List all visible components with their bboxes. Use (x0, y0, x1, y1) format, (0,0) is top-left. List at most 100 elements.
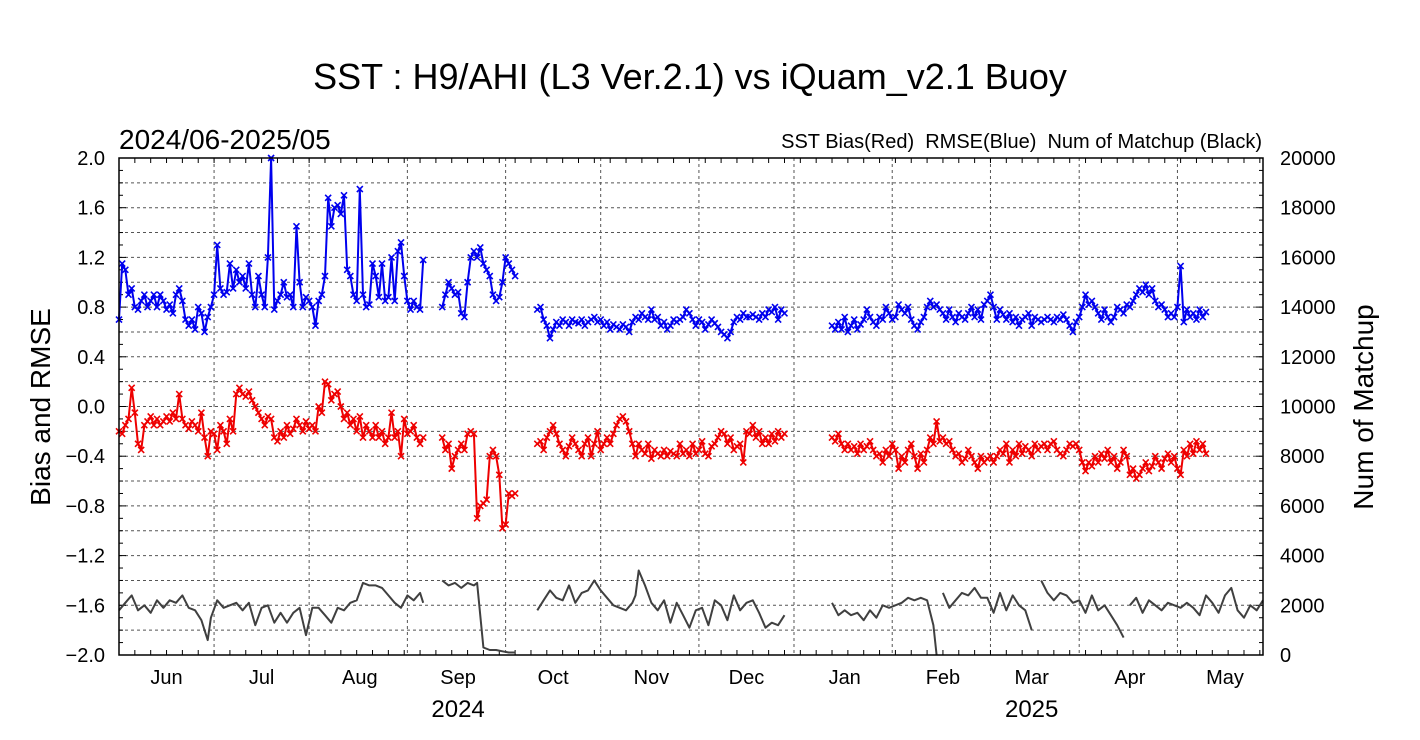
data-point-rmse (296, 278, 304, 286)
data-point-rmse (375, 293, 383, 301)
data-point-sst-bias (296, 421, 304, 429)
data-point-sst-bias (1126, 471, 1134, 479)
data-point-sst-bias (549, 421, 557, 429)
data-point-sst-bias (875, 450, 884, 458)
data-point-rmse (856, 320, 865, 329)
x-tick-label: Oct (538, 667, 570, 689)
data-point-rmse (1005, 309, 1014, 317)
data-point-rmse (660, 318, 668, 326)
data-point-sst-bias (625, 427, 633, 435)
x-year-label: 2024 (431, 696, 484, 723)
data-point-sst-bias (1081, 467, 1090, 475)
data-point-rmse (191, 325, 199, 334)
data-point-sst-bias (1075, 446, 1083, 454)
gridlines (119, 158, 1263, 655)
data-point-sst-bias (483, 496, 491, 504)
data-point-sst-bias (1192, 437, 1201, 445)
data-point-rmse (378, 260, 386, 268)
x-tick-label: Feb (926, 667, 960, 689)
series-line-sst-bias (441, 430, 516, 530)
data-point-sst-bias (647, 455, 655, 463)
data-point-rmse (736, 315, 744, 324)
data-point-sst-bias (1012, 452, 1020, 460)
data-point-sst-bias (1199, 440, 1207, 448)
data-point-sst-bias (768, 430, 776, 438)
data-point-sst-bias (593, 427, 602, 435)
data-point-rmse (933, 301, 941, 309)
data-point-rmse (185, 322, 193, 330)
data-point-sst-bias (286, 430, 294, 438)
data-point-sst-bias (200, 433, 209, 442)
data-point-rmse (996, 306, 1004, 314)
data-point-sst-bias (118, 430, 126, 438)
x-tick-label: Apr (1114, 667, 1145, 689)
data-point-sst-bias (419, 433, 427, 442)
y-tick-label-left: −1.6 (66, 595, 105, 617)
data-point-sst-bias (178, 415, 186, 423)
data-point-rmse (540, 315, 548, 324)
data-point-rmse (261, 303, 269, 311)
data-point-rmse (194, 303, 202, 311)
data-point-rmse (1199, 313, 1207, 321)
data-point-rmse (723, 334, 732, 342)
data-point-sst-bias (660, 446, 668, 454)
data-point-rmse (438, 303, 446, 311)
data-point-sst-bias (489, 446, 497, 454)
data-point-sst-bias (327, 396, 335, 404)
data-point-sst-bias (1120, 446, 1128, 454)
data-point-sst-bias (758, 440, 766, 448)
data-point-sst-bias (749, 421, 757, 429)
data-point-sst-bias (711, 440, 719, 448)
data-point-rmse (1104, 313, 1112, 321)
data-point-sst-bias (235, 384, 243, 392)
data-point-sst-bias (929, 440, 937, 448)
data-point-sst-bias (780, 430, 789, 438)
data-point-sst-bias (914, 465, 922, 473)
data-point-rmse (299, 303, 307, 311)
data-point-rmse (1110, 313, 1118, 321)
data-point-rmse (286, 291, 294, 299)
data-point-rmse (419, 256, 427, 264)
data-point-rmse (416, 306, 424, 314)
data-point-rmse (866, 313, 874, 321)
data-point-sst-bias (1005, 458, 1014, 466)
x-tick-label: Jun (150, 667, 182, 689)
data-point-rmse (156, 291, 164, 299)
data-point-sst-bias (1164, 450, 1172, 458)
data-point-rmse (502, 253, 510, 261)
data-point-sst-bias (242, 392, 250, 401)
data-point-rmse (647, 306, 655, 314)
data-point-sst-bias (999, 450, 1007, 458)
data-point-rmse (879, 315, 887, 324)
data-point-rmse (137, 297, 145, 305)
data-point-sst-bias (277, 427, 285, 435)
data-point-rmse (343, 266, 351, 274)
data-point-rmse (961, 315, 969, 324)
data-point-sst-bias (974, 465, 982, 473)
data-point-sst-bias (213, 446, 221, 454)
data-point-rmse (162, 306, 171, 314)
data-point-sst-bias (771, 437, 779, 445)
data-point-rmse (543, 322, 551, 330)
data-point-rmse (280, 278, 288, 286)
data-point-sst-bias (559, 446, 567, 454)
data-point-rmse (321, 272, 329, 280)
data-point-sst-bias (641, 450, 649, 458)
data-point-rmse (983, 297, 991, 305)
data-point-rmse (774, 315, 782, 324)
data-point-sst-bias (150, 421, 158, 429)
data-point-rmse (1145, 291, 1153, 299)
data-point-rmse (147, 297, 155, 305)
y-axis-label-left: Bias and RMSE (25, 308, 56, 506)
data-point-rmse (410, 297, 418, 305)
data-point-sst-bias (410, 421, 418, 429)
axes: 2.0 1.6 1.2 0.8 0.4 0.0 −0.4 −0.8 −1.2 −1.6 −2.0 20… (66, 148, 1336, 723)
data-point-sst-bias (486, 452, 494, 460)
data-point-rmse (140, 291, 148, 299)
data-point-sst-bias (834, 430, 842, 438)
data-point-sst-bias (609, 430, 617, 438)
data-point-sst-bias (1202, 450, 1210, 458)
data-point-sst-bias (736, 440, 744, 448)
data-point-rmse (324, 194, 332, 202)
data-point-sst-bias (1097, 450, 1105, 458)
